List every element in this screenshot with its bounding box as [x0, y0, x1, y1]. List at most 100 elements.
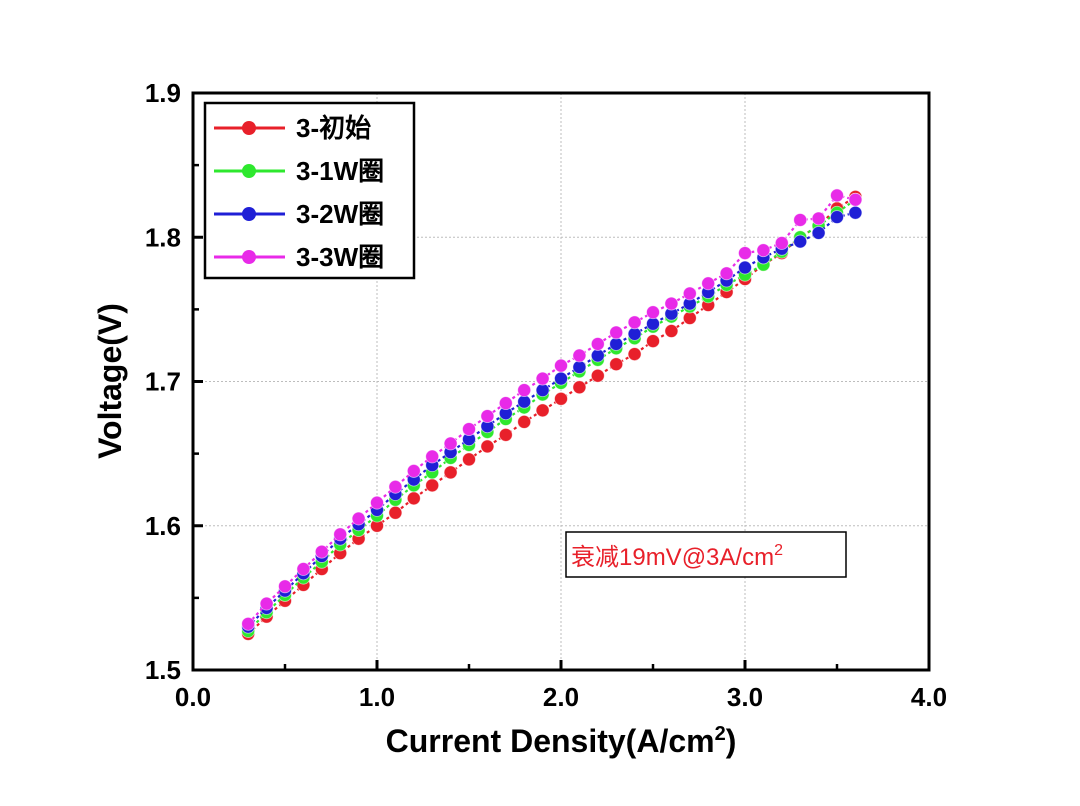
annotation-main: 衰减19mV@3A/cm — [571, 544, 774, 571]
data-point — [646, 334, 660, 349]
ticks — [191, 91, 931, 672]
data-point — [627, 326, 642, 341]
data-point — [462, 452, 476, 467]
y-tick-label: 1.9 — [145, 78, 181, 108]
data-point — [811, 211, 826, 226]
x-axis-title-close: ) — [726, 723, 737, 759]
legend-swatch-marker — [242, 250, 256, 264]
data-point — [480, 409, 495, 424]
data-point — [535, 403, 550, 418]
data-point — [535, 383, 550, 398]
data-point — [609, 357, 624, 372]
data-point — [351, 511, 366, 526]
data-point — [756, 243, 771, 258]
data-point — [811, 226, 826, 240]
data-point — [627, 347, 642, 361]
data-point — [572, 348, 587, 363]
data-point — [443, 465, 458, 480]
annotation-text: 衰减19mV@3A/cm2 — [571, 542, 783, 571]
data-point — [793, 213, 808, 227]
data-point — [664, 296, 679, 311]
data-point — [388, 479, 403, 494]
data-point — [646, 316, 660, 331]
series-line — [247, 198, 857, 632]
data-point — [848, 192, 863, 207]
y-tick-label: 1.5 — [145, 655, 181, 685]
data-point — [682, 311, 697, 325]
data-point — [609, 337, 624, 351]
data-point — [590, 337, 605, 351]
data-point — [554, 358, 568, 373]
y-tick-label: 1.8 — [145, 222, 181, 252]
data-point — [388, 505, 403, 520]
data-point — [830, 188, 844, 203]
y-axis-title: Voltage(V) — [92, 303, 128, 459]
data-point — [259, 596, 274, 611]
data-point — [480, 439, 495, 454]
tick-labels: 0.0 1.0 2.0 3.0 4.0 1.5 1.6 1.7 1.8 1.9 — [145, 78, 947, 712]
x-tick-label: 2.0 — [543, 682, 579, 712]
annotation-sup: 2 — [774, 542, 783, 559]
data-point — [774, 236, 789, 250]
legend-swatch-marker — [242, 164, 256, 178]
series-layer — [241, 188, 863, 641]
x-tick-label: 1.0 — [359, 682, 395, 712]
data-point — [701, 276, 716, 291]
data-point — [278, 579, 292, 594]
legend-label: 3-3W圈 — [296, 242, 384, 272]
y-tick-label: 1.7 — [145, 367, 181, 397]
data-point — [590, 368, 605, 383]
legend-item: 3-2W圈 — [214, 199, 384, 229]
data-point — [738, 246, 752, 261]
legend-box — [203, 101, 416, 280]
x-tick-label: 3.0 — [727, 682, 763, 712]
data-point — [498, 396, 513, 411]
legend-item: 3-1W圈 — [214, 156, 384, 186]
annotation-box — [565, 531, 847, 578]
data-point — [738, 260, 752, 275]
data-point — [554, 391, 568, 406]
data-point — [517, 414, 532, 429]
data-point — [627, 315, 642, 330]
series-line — [247, 211, 856, 628]
data-point — [554, 371, 568, 386]
series-line — [247, 194, 856, 625]
legend-swatch-marker — [242, 207, 256, 221]
series-4 — [241, 188, 863, 631]
data-point — [498, 427, 513, 442]
legend-swatch-marker — [242, 121, 256, 135]
data-point — [793, 234, 808, 249]
legend: 3-初始 3-1W圈 3-2W圈 3-3W圈 — [203, 101, 416, 280]
data-point — [296, 562, 311, 576]
data-point — [314, 544, 329, 559]
data-point — [241, 616, 256, 631]
data-point — [572, 360, 587, 374]
data-point — [425, 478, 440, 493]
data-point — [830, 210, 844, 224]
legend-item: 3-初始 — [214, 113, 371, 143]
data-point — [609, 325, 624, 340]
data-point — [719, 266, 734, 281]
data-point — [572, 380, 587, 395]
x-axis-title-main: Current Density(A/cm — [386, 723, 715, 759]
x-axis-title: Current Density(A/cm2) — [386, 723, 737, 759]
data-point — [370, 495, 384, 510]
data-point — [517, 383, 532, 398]
x-tick-label: 4.0 — [911, 682, 947, 712]
data-point — [646, 305, 660, 320]
annotation: 衰减19mV@3A/cm2 — [565, 531, 847, 578]
legend-label: 3-1W圈 — [296, 156, 384, 186]
data-point — [425, 449, 440, 464]
legend-label: 3-2W圈 — [296, 199, 384, 229]
data-point — [590, 348, 605, 363]
x-axis-title-sup: 2 — [715, 723, 726, 745]
data-point — [535, 371, 550, 386]
legend-label: 3-初始 — [296, 113, 371, 143]
x-tick-label: 0.0 — [175, 682, 211, 712]
legend-item: 3-3W圈 — [214, 242, 384, 272]
y-tick-label: 1.6 — [145, 511, 181, 541]
series-line — [247, 195, 856, 635]
data-point — [848, 205, 863, 220]
data-point — [406, 491, 421, 506]
